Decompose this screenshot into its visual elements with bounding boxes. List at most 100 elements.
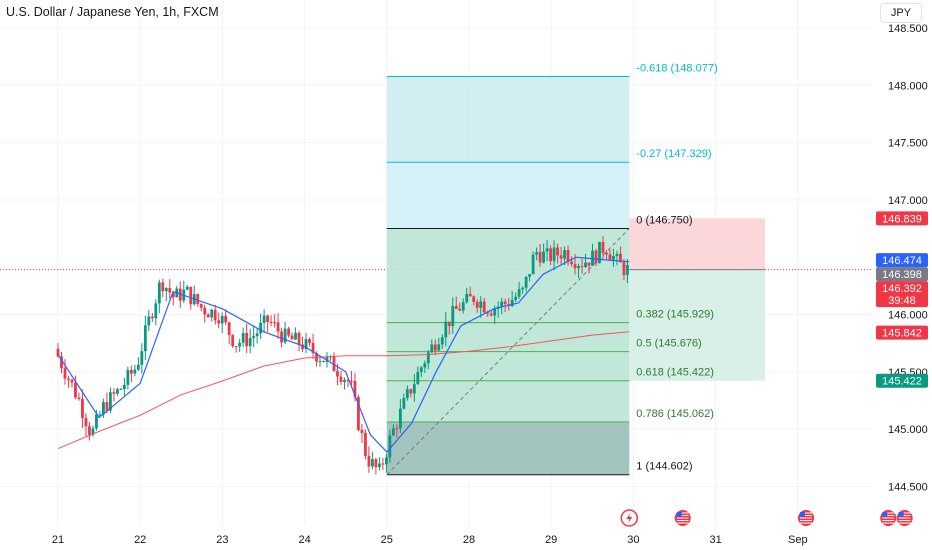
flag-canton (676, 512, 682, 517)
fib-level-label: 0 (146.750) (636, 215, 692, 227)
candle-body (461, 302, 465, 311)
fib-level-label: 0.5 (145.676) (636, 338, 701, 350)
candle-body (622, 262, 626, 276)
price-badge (876, 281, 928, 308)
candle-body (213, 309, 217, 321)
candle-body (605, 252, 608, 255)
flag-canton (882, 512, 888, 517)
candle-body (412, 384, 416, 394)
candle-body (98, 414, 102, 416)
candle-body (608, 254, 612, 260)
price-tick-label: 144.500 (888, 481, 928, 493)
candle-body (444, 321, 448, 338)
candle-body (587, 262, 591, 266)
candle-body (570, 261, 573, 265)
candle-body (500, 301, 504, 307)
candle-body (395, 428, 399, 430)
time-tick-label: 21 (52, 534, 64, 546)
candle-body (199, 303, 203, 308)
candle-body (308, 339, 311, 343)
candle-body (227, 322, 231, 335)
candle-body (196, 294, 200, 304)
price-badge (876, 373, 928, 388)
fibonacci-retracement[interactable] (386, 75, 630, 476)
fib-level-label: -0.27 (147.329) (636, 148, 711, 160)
candle-body (102, 402, 105, 415)
symbol-title[interactable]: U.S. Dollar / Japanese Yen, 1h, FXCM (6, 5, 219, 19)
candle-body (77, 397, 81, 399)
time-tick-label: 22 (134, 534, 146, 546)
candle-body (426, 352, 430, 364)
time-axis[interactable]: 21 22 23 24 25 28 29 30 31 Sep (52, 534, 808, 546)
candle-body (241, 332, 245, 343)
candle-body (472, 296, 476, 302)
candle-body (545, 248, 549, 252)
candle-body (584, 262, 587, 268)
time-tick-label: Sep (788, 534, 808, 546)
candle-body (290, 335, 294, 340)
price-badge (876, 211, 928, 226)
candle-body (447, 321, 451, 327)
candle-body (154, 303, 158, 319)
candle-body (318, 360, 322, 362)
flag-canton (898, 512, 904, 517)
fib-zone (386, 421, 630, 475)
fibonacci-labels: -0.618 (148.077) -0.27 (147.329) 0 (146.75… (636, 62, 717, 472)
price-tick-label: 147.000 (888, 195, 928, 207)
candle-body (552, 247, 556, 262)
candle-body (458, 308, 462, 311)
price-tick-label: 146.000 (888, 310, 928, 322)
price-badge (876, 267, 928, 282)
candle-body (171, 292, 175, 298)
candle-body (67, 378, 70, 380)
candle-body (580, 266, 584, 268)
candle-body (503, 301, 507, 305)
candle-body (619, 253, 622, 263)
candle-body (203, 307, 207, 315)
candle-body (524, 276, 528, 288)
candle-body (189, 286, 193, 305)
currency-button[interactable]: JPY (880, 3, 922, 23)
fib-level-label: -0.618 (148.077) (636, 62, 717, 74)
candlestick-series (56, 236, 629, 475)
candle-body (322, 360, 325, 362)
price-badge-value: 146.392 (882, 283, 922, 295)
candle-body (615, 253, 619, 257)
candle-body (56, 348, 60, 357)
candle-body (577, 266, 580, 269)
candle-body (297, 332, 301, 345)
candle-body (388, 435, 392, 458)
event-markers[interactable] (620, 509, 913, 527)
candle-body (559, 255, 563, 259)
candle-body (486, 312, 490, 314)
candle-body (255, 333, 259, 337)
candle-body (517, 289, 521, 297)
price-badge (876, 253, 928, 268)
candle-body (161, 282, 165, 292)
candle-body (598, 241, 601, 264)
candle-body (371, 459, 374, 467)
candle-body (475, 301, 479, 308)
short-position-tool[interactable] (629, 218, 765, 381)
price-badge-value: 146.398 (882, 269, 922, 281)
fib-level-label: 0.618 (145.422) (636, 367, 714, 379)
candle-body (60, 356, 63, 369)
candle-body (234, 346, 238, 348)
candle-body (521, 287, 525, 290)
candle-body (332, 356, 336, 372)
candle-body (294, 332, 297, 340)
candle-body (528, 274, 532, 277)
candle-body (367, 455, 371, 467)
time-tick-label: 25 (381, 534, 393, 546)
candle-body (185, 286, 189, 290)
fib-level-label: 0.382 (145.929) (636, 309, 714, 321)
candle-body (374, 459, 378, 468)
price-badge-value: 146.839 (882, 213, 922, 225)
time-tick-label: 31 (709, 534, 721, 546)
candle-body (252, 336, 256, 339)
candle-body (210, 309, 214, 318)
candle-body (416, 371, 420, 385)
candle-body (542, 251, 545, 263)
